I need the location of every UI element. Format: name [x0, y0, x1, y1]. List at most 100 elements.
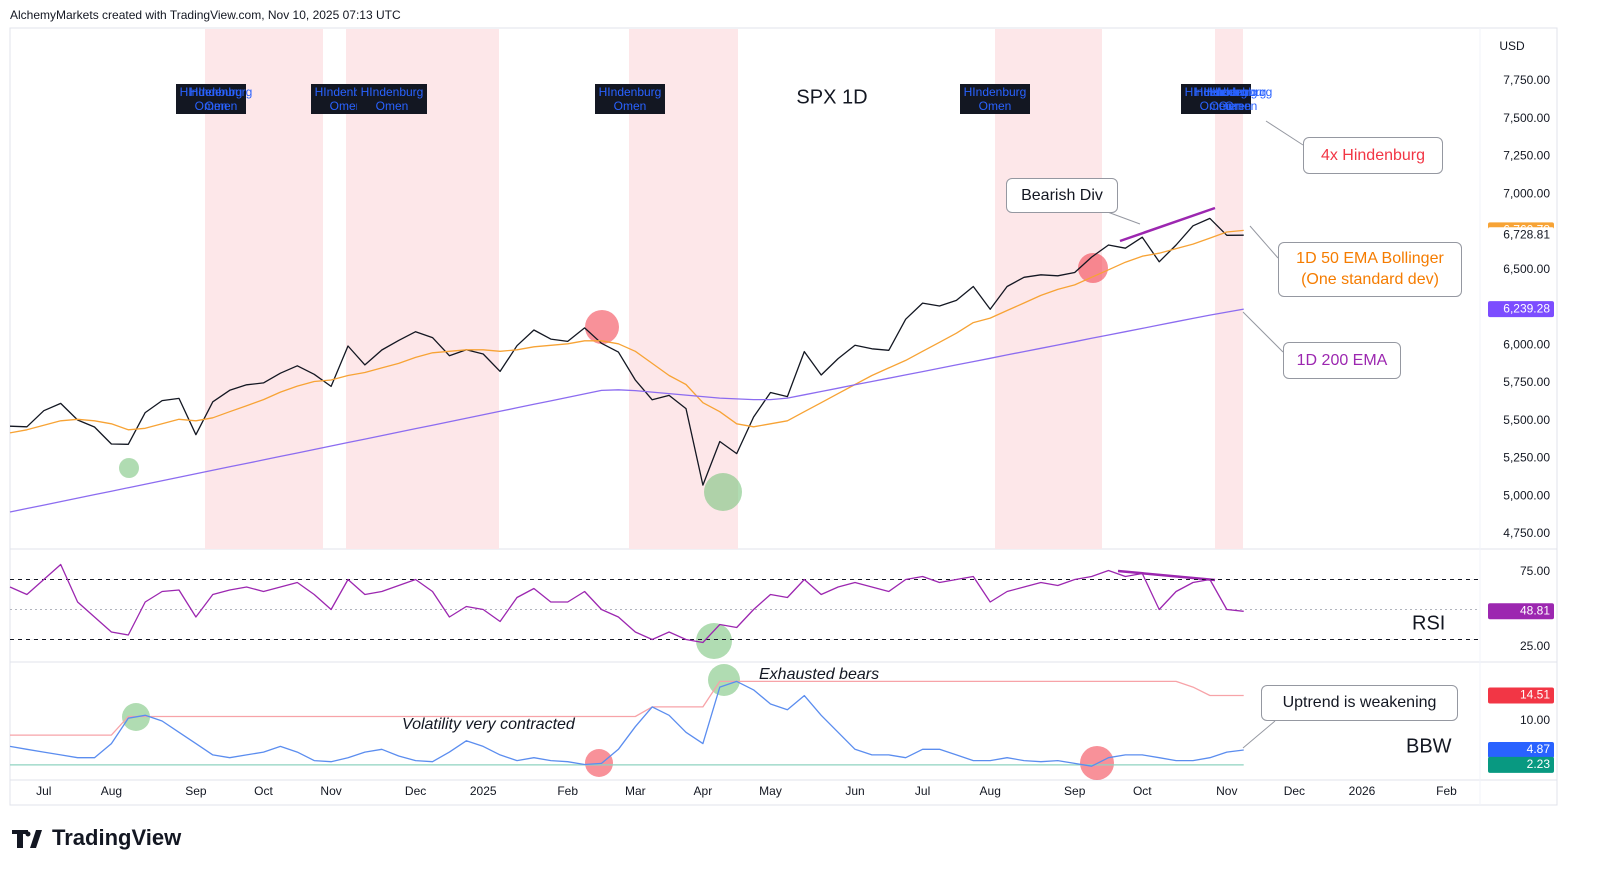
highlight: [1078, 253, 1108, 283]
chart-frame: [9, 27, 1558, 806]
pane-label: BBW: [1406, 735, 1452, 757]
callout: 1D 50 EMA Bollinger (One standard dev): [1278, 242, 1462, 297]
logo: TradingView: [12, 825, 182, 850]
y-tick-label: 7,500.00: [1503, 111, 1550, 125]
callout: 4x Hindenburg: [1303, 137, 1443, 174]
x-tick-label: Oct: [254, 784, 273, 798]
x-tick-label: Dec: [405, 784, 426, 798]
callout-line: (One standard dev): [1301, 271, 1439, 288]
price-badge: [1488, 741, 1554, 758]
callout: 1D 200 EMA: [1283, 342, 1401, 379]
connectors: [1093, 120, 1304, 749]
shade: [995, 29, 1102, 549]
x-tick-label: Apr: [694, 784, 713, 798]
series-line: [10, 680, 1244, 736]
note: Exhausted bears: [759, 666, 880, 683]
omen-label: HIndenburg Omen: [1194, 85, 1258, 113]
shade: [205, 29, 323, 549]
series-line: [9, 563, 1244, 644]
y-tick-label: 10.00: [1520, 713, 1550, 727]
omen-label: HIndenburg Omen: [189, 85, 253, 113]
price-badge-label: 6,239.28: [1503, 301, 1550, 315]
x-tick-label: Aug: [101, 784, 122, 798]
y-tick-label: 4,750.00: [1503, 526, 1550, 540]
currency: USD: [1499, 39, 1525, 53]
y-tick-label: 7,250.00: [1503, 149, 1550, 163]
connector: [1242, 311, 1284, 353]
y-tick-label: 75.00: [1520, 564, 1550, 578]
x-tick-label: Oct: [1133, 784, 1152, 798]
x-tick-label: Feb: [557, 784, 578, 798]
series-line: [9, 308, 1244, 513]
connector: [1265, 120, 1304, 146]
highlight: [119, 458, 139, 478]
omen-label: HIndenburg Omen: [595, 84, 665, 114]
omen-label: HIndenburg Omen: [1181, 84, 1251, 114]
shade: [346, 29, 499, 549]
divergence-line: [1119, 206, 1216, 243]
callout: Bearish Div: [1006, 178, 1118, 213]
highlight: [585, 310, 619, 344]
x-tick-label: 2025: [470, 784, 497, 798]
series-line: [9, 229, 1244, 434]
x-tick-label: Nov: [320, 784, 341, 798]
shade: [629, 29, 738, 549]
x-tick-label: Sep: [185, 784, 207, 798]
omen-label: HIndenburg Omen: [960, 84, 1030, 114]
x-tick-label: Sep: [1064, 784, 1086, 798]
price-badge: [1488, 603, 1554, 620]
omen-label: HIndenburg Omen: [357, 84, 427, 114]
y-tick-label: 5,750.00: [1503, 375, 1550, 389]
x-tick-label: Mar: [625, 784, 646, 798]
price-badge: [1488, 687, 1554, 704]
omen-label: HIndenburg Omen: [1209, 85, 1273, 113]
x-tick-label: Feb: [1436, 784, 1457, 798]
divergence-line: [1117, 569, 1216, 582]
y-tick-label: 5,250.00: [1503, 451, 1550, 465]
price-badge-label: 4.87: [1527, 742, 1551, 756]
x-tick-label: Jul: [915, 784, 930, 798]
y-tick-label: 6,500.00: [1503, 262, 1550, 276]
y-tick-label: 5,000.00: [1503, 488, 1550, 502]
highlight: [696, 623, 732, 659]
header: AlchemyMarkets created with TradingView.…: [10, 8, 401, 22]
price-badge-label: 6,728.81: [1503, 227, 1550, 241]
omen-label: HIndenburg Omen: [176, 84, 246, 114]
x-tick-label: Aug: [980, 784, 1001, 798]
logo-mark: [12, 830, 42, 848]
x-tick-label: Jul: [36, 784, 51, 798]
y-tick-label: 25.00: [1520, 639, 1550, 653]
x-tick-label: May: [759, 784, 782, 798]
y-tick-label: 7,000.00: [1503, 186, 1550, 200]
price-badge: [1488, 227, 1554, 244]
highlight: [704, 473, 742, 511]
price-badge: [1488, 756, 1554, 773]
hindenburg-windows: [205, 29, 1243, 549]
price-badge: [1488, 301, 1554, 318]
price-badge-label: 14.51: [1520, 688, 1550, 702]
connector: [1249, 225, 1279, 259]
series-line: [9, 217, 1244, 486]
callout-line: 1D 50 EMA Bollinger: [1296, 250, 1444, 267]
shade: [1215, 29, 1243, 549]
omen-label: HIndenburg Omen: [1203, 85, 1267, 113]
series-line: [9, 680, 1244, 767]
brand: TradingView: [52, 825, 182, 850]
x-tick-label: Nov: [1216, 784, 1237, 798]
note: Volatility very contracted: [402, 716, 575, 733]
y-tick-label: 7,750.00: [1503, 73, 1550, 87]
logo-dot: [25, 831, 31, 837]
chart-title: SPX 1D: [796, 86, 867, 108]
x-tick-label: Dec: [1284, 784, 1305, 798]
y-tick-label: 5,500.00: [1503, 413, 1550, 427]
x-tick-label: Jun: [845, 784, 864, 798]
connector: [1242, 720, 1276, 749]
pane-label: RSI: [1412, 612, 1445, 634]
price-badge-label: 48.81: [1520, 603, 1550, 617]
price-badge-label: 2.23: [1527, 757, 1551, 771]
x-tick-label: 2026: [1349, 784, 1376, 798]
callout: Uptrend is weakening: [1261, 685, 1458, 721]
y-tick-label: 6,000.00: [1503, 337, 1550, 351]
